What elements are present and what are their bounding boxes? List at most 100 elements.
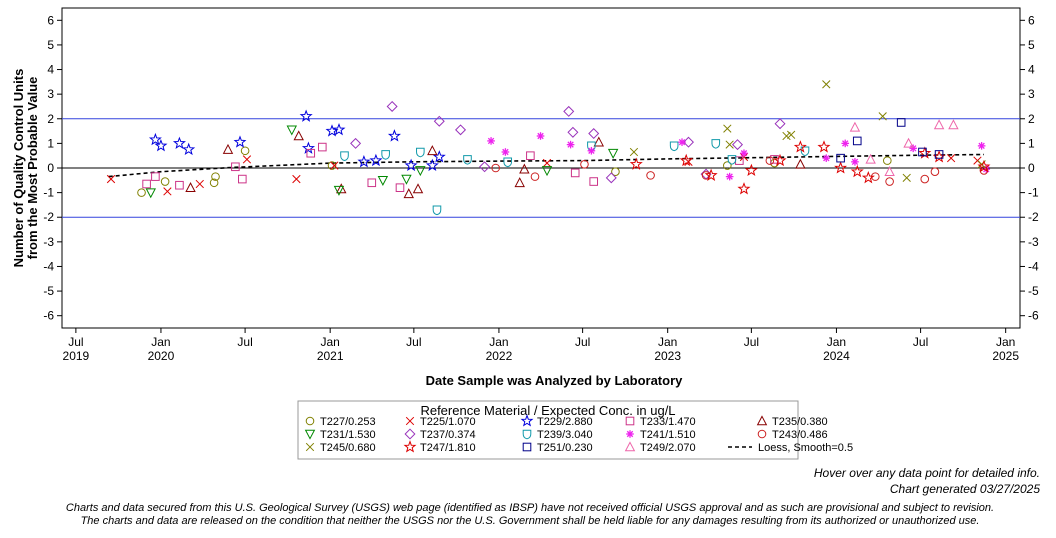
legend-label: T231/1.530 xyxy=(320,429,376,441)
legend-entry: T235/0.380 xyxy=(756,415,828,428)
data-point xyxy=(163,187,172,196)
y-tick-label: -1 xyxy=(43,186,54,200)
series-t237-0-374 xyxy=(350,100,786,184)
data-point xyxy=(744,163,758,176)
data-point xyxy=(350,137,362,149)
legend-entry: T239/3.040 xyxy=(522,429,593,441)
data-point xyxy=(306,148,316,158)
data-point xyxy=(142,179,151,189)
data-point xyxy=(629,157,643,170)
data-point xyxy=(918,147,927,157)
series-t227-0-253 xyxy=(137,146,892,197)
legend-marker xyxy=(522,442,532,452)
data-point xyxy=(530,172,540,181)
data-point xyxy=(182,142,196,156)
y-axis-right: -6 -5 -4 -3 -2 -1 0 1 2 3 4 5 6 xyxy=(1020,13,1039,323)
y-axis-title-line1: Number of Quality Control Units xyxy=(11,69,26,268)
data-point xyxy=(841,139,850,148)
data-point xyxy=(432,150,446,163)
legend-marker xyxy=(403,440,417,453)
data-point xyxy=(340,151,349,162)
data-point xyxy=(233,135,247,148)
data-point xyxy=(861,170,875,184)
data-point xyxy=(817,140,831,153)
y-tick-label: -5 xyxy=(43,284,54,298)
series-t251-0-230 xyxy=(836,118,944,163)
legend-label: T225/1.070 xyxy=(420,416,476,428)
data-point xyxy=(415,166,426,177)
legend-entries: T227/0.253 T225/1.070 T229/2.880 T233/1.470… xyxy=(304,414,853,454)
y-tick-label: 5 xyxy=(47,38,54,52)
data-point xyxy=(332,122,346,136)
legend-label: T235/0.380 xyxy=(772,416,828,428)
data-point xyxy=(455,124,467,136)
x-tick-label-month: Jul xyxy=(744,335,759,349)
data-point xyxy=(377,176,389,186)
data-point xyxy=(711,139,721,149)
data-point xyxy=(427,145,438,156)
data-point xyxy=(404,158,418,172)
data-point xyxy=(836,153,845,163)
data-points xyxy=(106,80,991,216)
disclaimer-line2: The charts and data are released on the … xyxy=(81,515,980,527)
data-point xyxy=(849,121,861,132)
data-point xyxy=(172,136,186,149)
data-point xyxy=(800,146,810,157)
data-point xyxy=(679,153,693,167)
data-point xyxy=(822,154,831,162)
legend-entry: T225/1.070 xyxy=(405,416,476,428)
data-point xyxy=(567,126,579,138)
data-point xyxy=(292,174,301,184)
series-t247-1-810 xyxy=(629,140,991,195)
legend-entry: T249/2.070 xyxy=(624,441,696,454)
data-point xyxy=(682,136,694,148)
data-point xyxy=(884,166,895,176)
data-point xyxy=(503,157,513,168)
x-tick-label-month: Jan xyxy=(151,335,170,349)
data-point xyxy=(793,140,807,153)
data-point xyxy=(629,147,639,157)
data-point xyxy=(934,150,944,159)
legend-marker xyxy=(756,415,768,426)
y-tick-label-right: 3 xyxy=(1028,87,1035,101)
legend-marker xyxy=(305,442,315,452)
data-point xyxy=(318,142,327,152)
legend-entry: T243/0.486 xyxy=(757,429,828,441)
data-point xyxy=(175,180,184,190)
x-tick-label-month: Jul xyxy=(575,335,590,349)
data-point xyxy=(878,112,887,121)
data-point xyxy=(920,174,930,184)
data-point xyxy=(412,183,424,194)
data-point xyxy=(541,166,553,177)
data-point xyxy=(240,146,250,156)
data-point xyxy=(977,142,986,150)
data-point xyxy=(327,161,337,170)
x-tick-label-year: 2023 xyxy=(654,349,681,363)
data-point xyxy=(607,148,619,159)
data-point xyxy=(336,183,347,194)
y-tick-label-right: -5 xyxy=(1028,284,1039,298)
y-tick-label: 2 xyxy=(47,112,54,126)
legend-label: T227/0.253 xyxy=(320,416,376,428)
data-point xyxy=(330,161,339,170)
legend-entry: T231/1.530 xyxy=(304,429,376,441)
x-tick-label-month: Jan xyxy=(827,335,846,349)
legend-label: T249/2.070 xyxy=(640,442,696,454)
y-tick-label: -2 xyxy=(43,210,54,224)
series-t249-2-070 xyxy=(849,119,959,176)
y-tick-label-right: -4 xyxy=(1028,259,1039,273)
legend-label: T243/0.486 xyxy=(772,429,828,441)
data-point xyxy=(185,182,196,192)
data-point xyxy=(369,153,383,167)
x-tick-label-year: 2022 xyxy=(486,349,513,363)
data-point xyxy=(701,171,711,180)
legend-marker xyxy=(626,430,634,438)
x-tick-label-month: Jul xyxy=(68,335,83,349)
data-point xyxy=(137,188,146,197)
data-point xyxy=(299,109,313,122)
data-point xyxy=(514,177,525,188)
legend-entry: T241/1.510 xyxy=(626,429,696,441)
data-point xyxy=(386,100,398,112)
data-point xyxy=(491,163,500,173)
